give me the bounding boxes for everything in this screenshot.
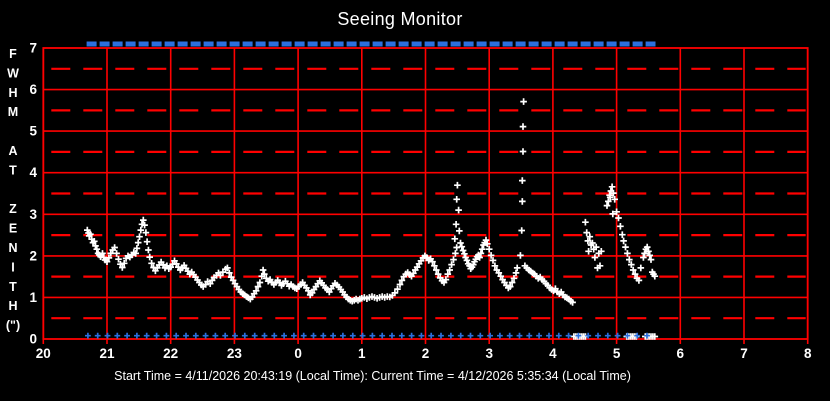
svg-text:4: 4 (549, 346, 557, 361)
svg-text:F: F (9, 47, 17, 61)
svg-text:2: 2 (29, 248, 37, 263)
svg-text:21: 21 (99, 346, 115, 361)
y-axis-labels: 0 1 2 3 4 5 6 7 (29, 41, 37, 347)
svg-text:T: T (9, 163, 17, 177)
svg-text:M: M (8, 105, 18, 119)
seeing-chart: 0 1 2 3 4 5 6 7 20 21 22 23 0 1 2 3 4 5 6 7 8 F W H M A T Z E N I T H (") (6, 41, 812, 362)
svg-text:H: H (8, 86, 17, 100)
svg-text:8: 8 (804, 346, 812, 361)
svg-text:A: A (8, 144, 17, 158)
svg-text:6: 6 (677, 346, 685, 361)
svg-text:3: 3 (485, 346, 493, 361)
svg-text:Z: Z (9, 202, 17, 216)
svg-text:("): (") (6, 319, 20, 333)
svg-text:1: 1 (29, 290, 37, 305)
svg-text:5: 5 (613, 346, 621, 361)
svg-text:E: E (9, 222, 17, 236)
svg-text:0: 0 (29, 332, 37, 347)
svg-text:H: H (8, 299, 17, 313)
svg-text:T: T (9, 280, 17, 294)
svg-text:I: I (11, 260, 14, 274)
x-axis-labels: 20 21 22 23 0 1 2 3 4 5 6 7 8 (36, 346, 812, 361)
svg-text:N: N (8, 241, 17, 255)
svg-text:20: 20 (36, 346, 51, 361)
svg-text:2: 2 (422, 346, 430, 361)
svg-text:7: 7 (29, 41, 37, 56)
svg-text:3: 3 (29, 207, 37, 222)
svg-text:1: 1 (358, 346, 366, 361)
chart-title: Seeing Monitor (337, 9, 463, 29)
status-time-text: Start Time = 4/11/2026 20:43:19 (Local T… (114, 369, 631, 383)
svg-text:22: 22 (163, 346, 178, 361)
svg-text:23: 23 (227, 346, 243, 361)
svg-text:6: 6 (29, 82, 37, 97)
monitor-active-bottom-ticks (85, 332, 650, 339)
svg-text:7: 7 (740, 346, 748, 361)
svg-text:5: 5 (29, 124, 37, 139)
svg-text:0: 0 (294, 346, 302, 361)
svg-text:4: 4 (29, 165, 37, 180)
seeing-fwhm-arcsec (84, 98, 659, 340)
grid (42, 47, 809, 344)
svg-text:W: W (7, 66, 19, 80)
